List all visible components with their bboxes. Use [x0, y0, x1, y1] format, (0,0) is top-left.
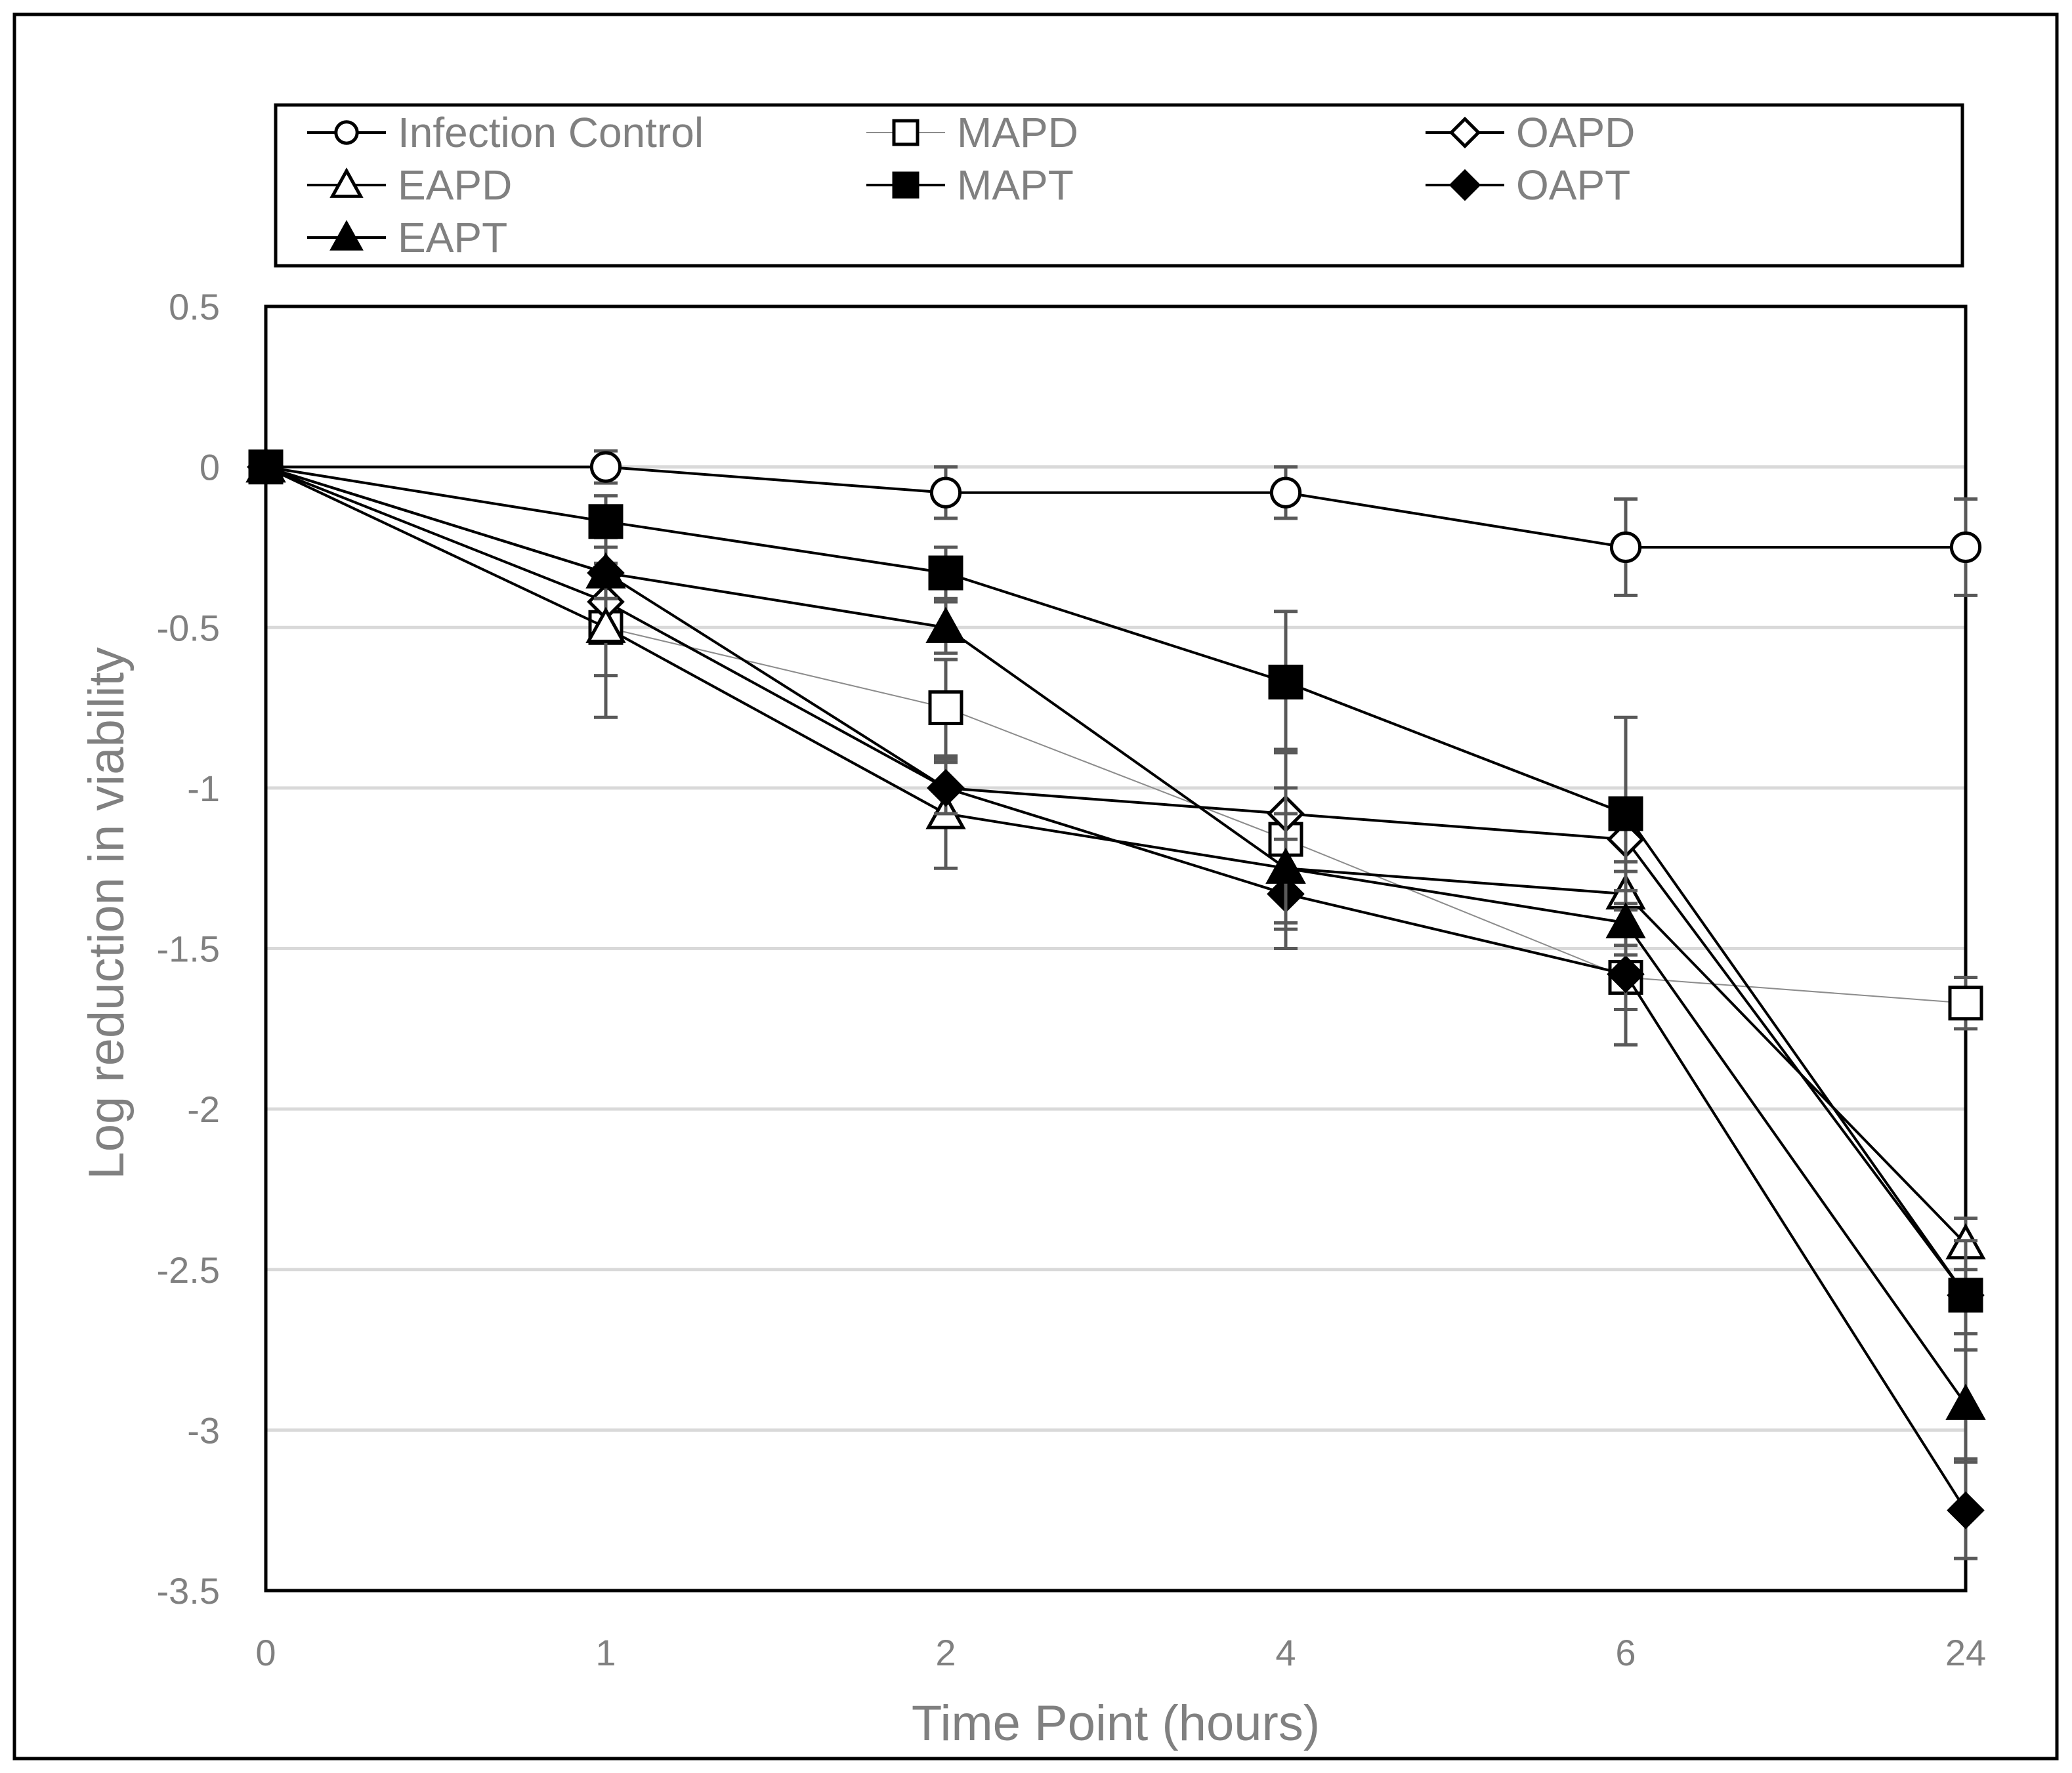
series-line	[265, 465, 1967, 1297]
x-tick-label: 24	[1945, 1632, 1986, 1673]
y-tick-label: -2	[187, 1089, 220, 1130]
marker-square	[892, 119, 920, 146]
y-tick-label: -1.5	[157, 928, 221, 970]
marker-square	[1608, 796, 1643, 831]
legend-label: MAPD	[957, 109, 1078, 156]
marker-square	[928, 555, 963, 591]
x-tick-label: 4	[1275, 1632, 1296, 1673]
marker-triangle	[329, 220, 364, 251]
marker-square	[1948, 1278, 1983, 1313]
marker-square	[1268, 664, 1303, 699]
marker-diamond	[1448, 169, 1481, 201]
legend-label: OAPD	[1516, 109, 1635, 156]
series-eapt	[245, 446, 1986, 1461]
marker-diamond	[1607, 955, 1645, 993]
legend-label: MAPT	[957, 161, 1074, 209]
x-tick-label: 2	[935, 1632, 956, 1673]
marker-circle	[1949, 531, 1982, 564]
figure-border	[12, 12, 2059, 1761]
x-axis-ticks: 0 1 2 4 6 24	[255, 1632, 1986, 1673]
legend-label: Infection Control	[398, 109, 704, 156]
y-tick-label: -1	[187, 768, 220, 809]
legend-item-eapd: EAPD	[307, 161, 512, 209]
marker-circle	[929, 476, 962, 509]
marker-diamond	[1947, 1491, 1985, 1530]
marker-square	[928, 690, 963, 726]
plot-area	[264, 304, 1968, 1593]
x-tick-label: 1	[595, 1632, 616, 1673]
legend-item-infection-control: Infection Control	[307, 109, 704, 156]
legend-item-mapt: MAPT	[866, 161, 1074, 209]
legend-item-oapt: OAPT	[1426, 161, 1630, 209]
marker-triangle	[329, 167, 364, 198]
series-line	[265, 465, 1967, 1406]
legend-label: EAPD	[398, 161, 512, 209]
y-axis-ticks: 0.5 0 -0.5 -1 -1.5 -2 -2.5 -3 -3.5	[157, 286, 221, 1612]
y-tick-label: 0	[200, 447, 220, 488]
y-tick-label: -0.5	[157, 607, 221, 648]
series-group	[245, 446, 1986, 1560]
legend-label: EAPT	[398, 214, 507, 261]
x-axis-title: Time Point (hours)	[912, 1696, 1320, 1751]
gridlines	[266, 465, 1966, 1432]
series-mapt	[248, 449, 1983, 1352]
marker-circle	[1269, 476, 1302, 509]
legend-label: OAPT	[1516, 161, 1630, 209]
legend-item-eapt: EAPT	[307, 214, 507, 261]
legend: Infection Control MAPD OAPD EAPD MAPT OAPT EAP…	[307, 109, 1635, 261]
marker-triangle	[925, 606, 966, 643]
y-tick-label: -2.5	[157, 1249, 221, 1291]
y-tick-label: -3	[187, 1409, 220, 1451]
marker-circle	[589, 451, 622, 483]
marker-triangle	[585, 552, 626, 589]
marker-diamond	[1448, 116, 1481, 149]
marker-diamond	[927, 769, 965, 807]
legend-item-mapd: MAPD	[866, 109, 1078, 156]
y-tick-label: 0.5	[169, 286, 220, 327]
marker-circle	[334, 120, 359, 145]
marker-square	[588, 504, 624, 539]
legend-box	[274, 103, 1964, 268]
marker-circle	[1609, 531, 1642, 564]
series-line	[265, 465, 1967, 1297]
marker-triangle	[1265, 847, 1306, 884]
marker-square	[1948, 986, 1983, 1021]
x-tick-label: 6	[1615, 1632, 1636, 1673]
marker-triangle	[1945, 1383, 1986, 1420]
series-line	[266, 465, 1966, 549]
marker-triangle	[245, 446, 286, 483]
y-axis-title: Log reduction in viability	[79, 647, 135, 1179]
x-tick-label: 0	[255, 1632, 276, 1673]
marker-triangle	[1605, 902, 1646, 938]
legend-item-oapd: OAPD	[1426, 109, 1635, 156]
y-tick-label: -3.5	[157, 1570, 221, 1612]
marker-triangle	[585, 606, 626, 643]
marker-square	[892, 171, 920, 199]
